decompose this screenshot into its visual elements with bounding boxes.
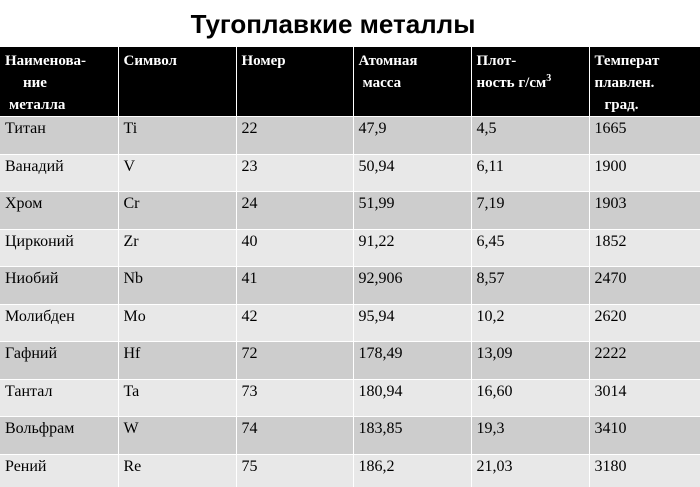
- cell-number: 75: [236, 453, 354, 487]
- cell-density: 6,11: [471, 153, 590, 192]
- table-header: Наименова- ние металла Символ Номер Атом…: [0, 47, 700, 117]
- cell-metal-name: Тантал: [0, 378, 119, 417]
- cell-atomic-mass: 50,94: [353, 153, 472, 192]
- header-symbol: Символ: [118, 47, 237, 117]
- cell-atomic-mass: 178,49: [353, 341, 472, 379]
- cell-density: 7,19: [471, 191, 590, 229]
- table-row: Гафний Hf 72 178,49 13,09 2222: [0, 341, 700, 379]
- cell-metal-name: Цирконий: [0, 228, 119, 267]
- cell-metal-name: Рений: [0, 453, 119, 487]
- cell-density: 16,60: [471, 378, 590, 417]
- table-row: Титан Ti 22 47,9 4,5 1665: [0, 116, 700, 154]
- cell-symbol: Mo: [118, 303, 237, 342]
- table-body: Титан Ti 22 47,9 4,5 1665 Ванадий V 23 5…: [0, 116, 700, 487]
- cell-melting-temp: 1900: [589, 153, 700, 192]
- cell-metal-name: Гафний: [0, 341, 119, 379]
- cell-atomic-mass: 47,9: [353, 116, 472, 154]
- cell-number: 22: [236, 116, 354, 154]
- cell-metal-name: Хром: [0, 191, 119, 229]
- cell-number: 72: [236, 341, 354, 379]
- metals-table: Наименова- ние металла Символ Номер Атом…: [0, 47, 700, 487]
- cell-symbol: Ti: [118, 116, 237, 154]
- cell-metal-name: Вольфрам: [0, 416, 119, 454]
- header-line: Атомная: [358, 53, 418, 69]
- header-line: Темперaт: [594, 53, 660, 69]
- cell-density: 8,57: [471, 266, 590, 304]
- cell-symbol: Ta: [118, 378, 237, 417]
- cell-melting-temp: 2222: [589, 341, 700, 379]
- header-line: Наименова-: [5, 53, 87, 69]
- cell-melting-temp: 1903: [589, 191, 700, 229]
- cell-symbol: Cr: [118, 191, 237, 229]
- header-number: Номер: [236, 47, 354, 117]
- table-row: Ниобий Nb 41 92,906 8,57 2470: [0, 266, 700, 304]
- cell-density: 21,03: [471, 453, 590, 487]
- cell-metal-name: Ванадий: [0, 153, 119, 192]
- cell-atomic-mass: 186,2: [353, 453, 472, 487]
- table-row: Хром Cr 24 51,99 7,19 1903: [0, 191, 700, 229]
- cell-symbol: Re: [118, 453, 237, 487]
- cell-density: 6,45: [471, 228, 590, 267]
- table-row: Цирконий Zr 40 91,22 6,45 1852: [0, 228, 700, 267]
- cell-density: 10,2: [471, 303, 590, 342]
- cell-atomic-mass: 92,906: [353, 266, 472, 304]
- cell-atomic-mass: 180,94: [353, 378, 472, 417]
- cell-symbol: Zr: [118, 228, 237, 267]
- cell-density: 19,3: [471, 416, 590, 454]
- header-line: град.: [604, 97, 639, 113]
- cell-melting-temp: 1665: [589, 116, 700, 154]
- cell-melting-temp: 3410: [589, 416, 700, 454]
- cell-metal-name: Титан: [0, 116, 119, 154]
- cell-number: 40: [236, 228, 354, 267]
- cell-melting-temp: 2620: [589, 303, 700, 342]
- cell-symbol: W: [118, 416, 237, 454]
- cell-atomic-mass: 183,85: [353, 416, 472, 454]
- header-line: Символ: [123, 53, 177, 69]
- page-title: Тугоплавкие металлы: [190, 9, 476, 39]
- cell-symbol: V: [118, 153, 237, 192]
- table-row: Вольфрам W 74 183,85 19,3 3410: [0, 416, 700, 454]
- header-line: металла: [9, 97, 66, 113]
- header-atomic-mass: Атомная масса: [353, 47, 472, 117]
- cell-metal-name: Ниобий: [0, 266, 119, 304]
- cell-number: 42: [236, 303, 354, 342]
- header-row: Наименова- ние металла Символ Номер Атом…: [0, 47, 700, 117]
- cell-number: 41: [236, 266, 354, 304]
- cell-melting-temp: 3014: [589, 378, 700, 417]
- cell-melting-temp: 3180: [589, 453, 700, 487]
- header-line: ние: [23, 75, 47, 91]
- cell-metal-name: Молибден: [0, 303, 119, 342]
- cell-atomic-mass: 95,94: [353, 303, 472, 342]
- header-line: масса: [362, 75, 402, 91]
- table-row: Тантал Ta 73 180,94 16,60 3014: [0, 378, 700, 417]
- cell-symbol: Nb: [118, 266, 237, 304]
- header-line-text: ность г/см: [476, 75, 547, 91]
- cell-atomic-mass: 91,22: [353, 228, 472, 267]
- header-metal-name: Наименова- ние металла: [0, 47, 119, 117]
- header-line: Номер: [241, 53, 286, 69]
- cell-atomic-mass: 51,99: [353, 191, 472, 229]
- header-line: ность г/см3: [477, 72, 584, 94]
- cell-density: 4,5: [471, 116, 590, 154]
- superscript: 3: [546, 73, 552, 84]
- cell-number: 73: [236, 378, 354, 417]
- table-row: Ванадий V 23 50,94 6,11 1900: [0, 153, 700, 192]
- cell-melting-temp: 2470: [589, 266, 700, 304]
- table-row: Молибден Mo 42 95,94 10,2 2620: [0, 303, 700, 342]
- header-line: Плот-: [476, 53, 517, 69]
- cell-melting-temp: 1852: [589, 228, 700, 267]
- header-density: Плот- ность г/см3: [471, 47, 590, 117]
- cell-number: 74: [236, 416, 354, 454]
- cell-density: 13,09: [471, 341, 590, 379]
- cell-number: 23: [236, 153, 354, 192]
- table-row: Рений Re 75 186,2 21,03 3180: [0, 453, 700, 487]
- cell-number: 24: [236, 191, 354, 229]
- header-melting-temp: Темперaт плавлен. град.: [589, 47, 700, 117]
- cell-symbol: Hf: [118, 341, 237, 379]
- header-line: плавлен.: [594, 75, 655, 91]
